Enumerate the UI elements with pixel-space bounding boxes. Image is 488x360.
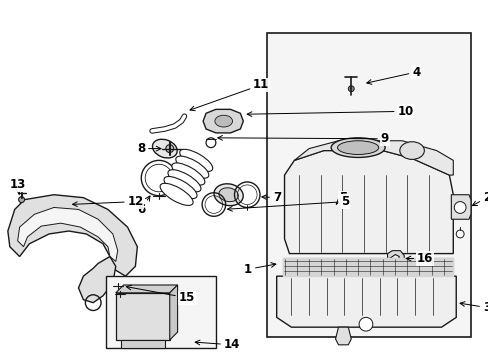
Circle shape [455,230,463,238]
Ellipse shape [152,139,177,158]
Polygon shape [294,141,452,175]
Polygon shape [116,285,177,293]
Text: 8: 8 [137,142,161,155]
Circle shape [165,145,173,153]
Ellipse shape [160,183,193,206]
Polygon shape [387,251,404,270]
Ellipse shape [180,149,212,171]
Polygon shape [121,340,164,348]
Bar [106,276,215,348]
Ellipse shape [171,163,204,185]
Polygon shape [8,195,137,276]
Polygon shape [276,276,455,327]
Text: 5: 5 [336,191,346,204]
Circle shape [347,86,353,92]
Text: 7: 7 [262,191,280,204]
Text: 10: 10 [246,105,413,118]
Ellipse shape [330,138,385,157]
Text: 13: 13 [10,179,26,195]
Text: 6: 6 [137,196,150,216]
Ellipse shape [399,142,424,159]
Text: 1: 1 [244,263,275,276]
Text: 5: 5 [227,195,349,211]
Text: 14: 14 [195,338,240,351]
Text: 3: 3 [459,301,488,314]
Text: 15: 15 [126,285,195,304]
Text: 2: 2 [471,191,488,206]
Ellipse shape [163,176,197,199]
Text: 4: 4 [366,66,420,84]
Ellipse shape [214,184,243,206]
Polygon shape [18,207,118,261]
Circle shape [358,318,372,331]
Bar [116,293,169,340]
Polygon shape [169,285,177,340]
Bar [266,33,470,337]
Ellipse shape [214,115,232,127]
Bar [282,258,452,276]
Text: 16: 16 [406,252,432,265]
Text: 9: 9 [217,132,388,145]
Circle shape [19,197,24,203]
Circle shape [453,202,465,213]
Polygon shape [450,195,470,219]
Ellipse shape [167,170,201,192]
Text: 11: 11 [190,78,269,111]
Ellipse shape [219,188,238,202]
Polygon shape [282,258,452,276]
Polygon shape [335,327,350,345]
Polygon shape [284,150,452,253]
Ellipse shape [337,141,378,154]
Text: 12: 12 [72,195,143,208]
Polygon shape [203,109,243,133]
Polygon shape [79,257,116,303]
Ellipse shape [176,156,208,178]
